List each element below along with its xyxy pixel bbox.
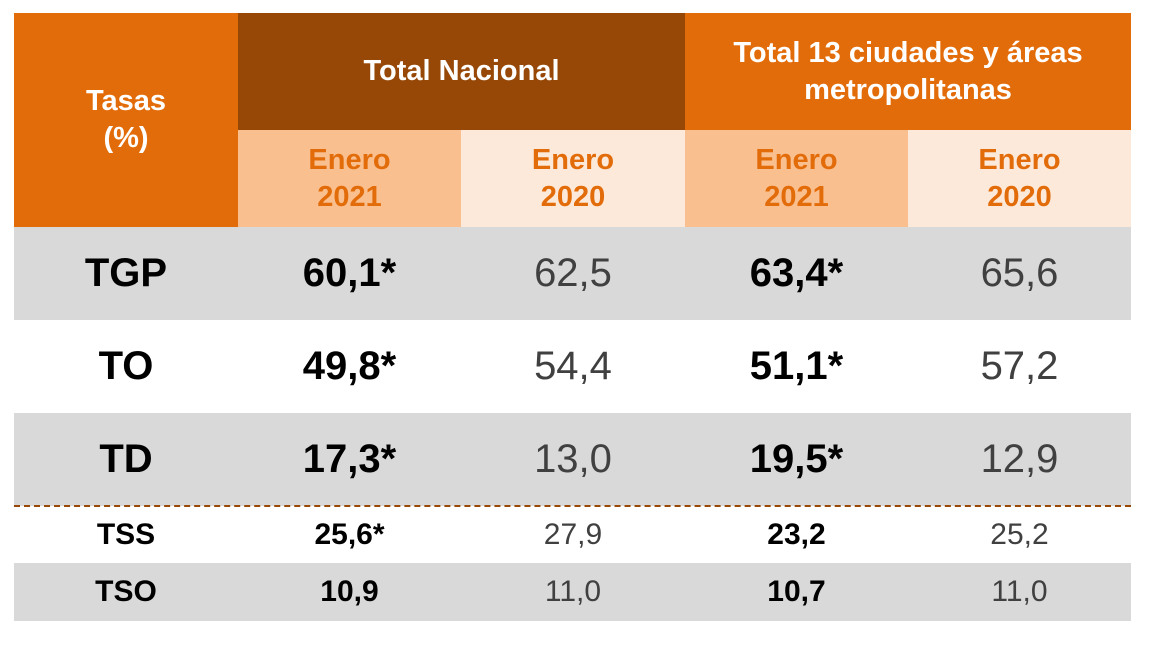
table-cell: 49,8*	[238, 320, 461, 413]
table-cell: 10,9	[238, 563, 461, 621]
table-cell: 19,5*	[685, 413, 908, 506]
table-cell: 54,4	[461, 320, 685, 413]
row-label: TSO	[14, 563, 238, 621]
table-cell: 51,1*	[685, 320, 908, 413]
table-cell: 65,6	[908, 227, 1131, 320]
table-cell: 27,9	[461, 506, 685, 563]
table-cell: 23,2	[685, 506, 908, 563]
table-cell: 17,3*	[238, 413, 461, 506]
row-label: TD	[14, 413, 238, 506]
section-divider	[14, 505, 1131, 507]
group-header-13-cities: Total 13 ciudades y áreas metropolitanas	[685, 13, 1131, 130]
table-cell: 11,0	[908, 563, 1131, 621]
table-cell: 62,5	[461, 227, 685, 320]
rates-header: Tasas (%)	[14, 13, 238, 227]
table-cell: 60,1*	[238, 227, 461, 320]
period-header: Enero 2020	[461, 130, 685, 227]
table-cell: 25,2	[908, 506, 1131, 563]
table-cell: 12,9	[908, 413, 1131, 506]
table-cell: 25,6*	[238, 506, 461, 563]
period-header: Enero 2021	[685, 130, 908, 227]
row-label: TGP	[14, 227, 238, 320]
table-cell: 57,2	[908, 320, 1131, 413]
table-cell: 63,4*	[685, 227, 908, 320]
group-header-national: Total Nacional	[238, 13, 685, 130]
period-header: Enero 2021	[238, 130, 461, 227]
row-label: TSS	[14, 506, 238, 563]
table-cell: 11,0	[461, 563, 685, 621]
table-cell: 10,7	[685, 563, 908, 621]
table-cell: 13,0	[461, 413, 685, 506]
row-label: TO	[14, 320, 238, 413]
period-header: Enero 2020	[908, 130, 1131, 227]
